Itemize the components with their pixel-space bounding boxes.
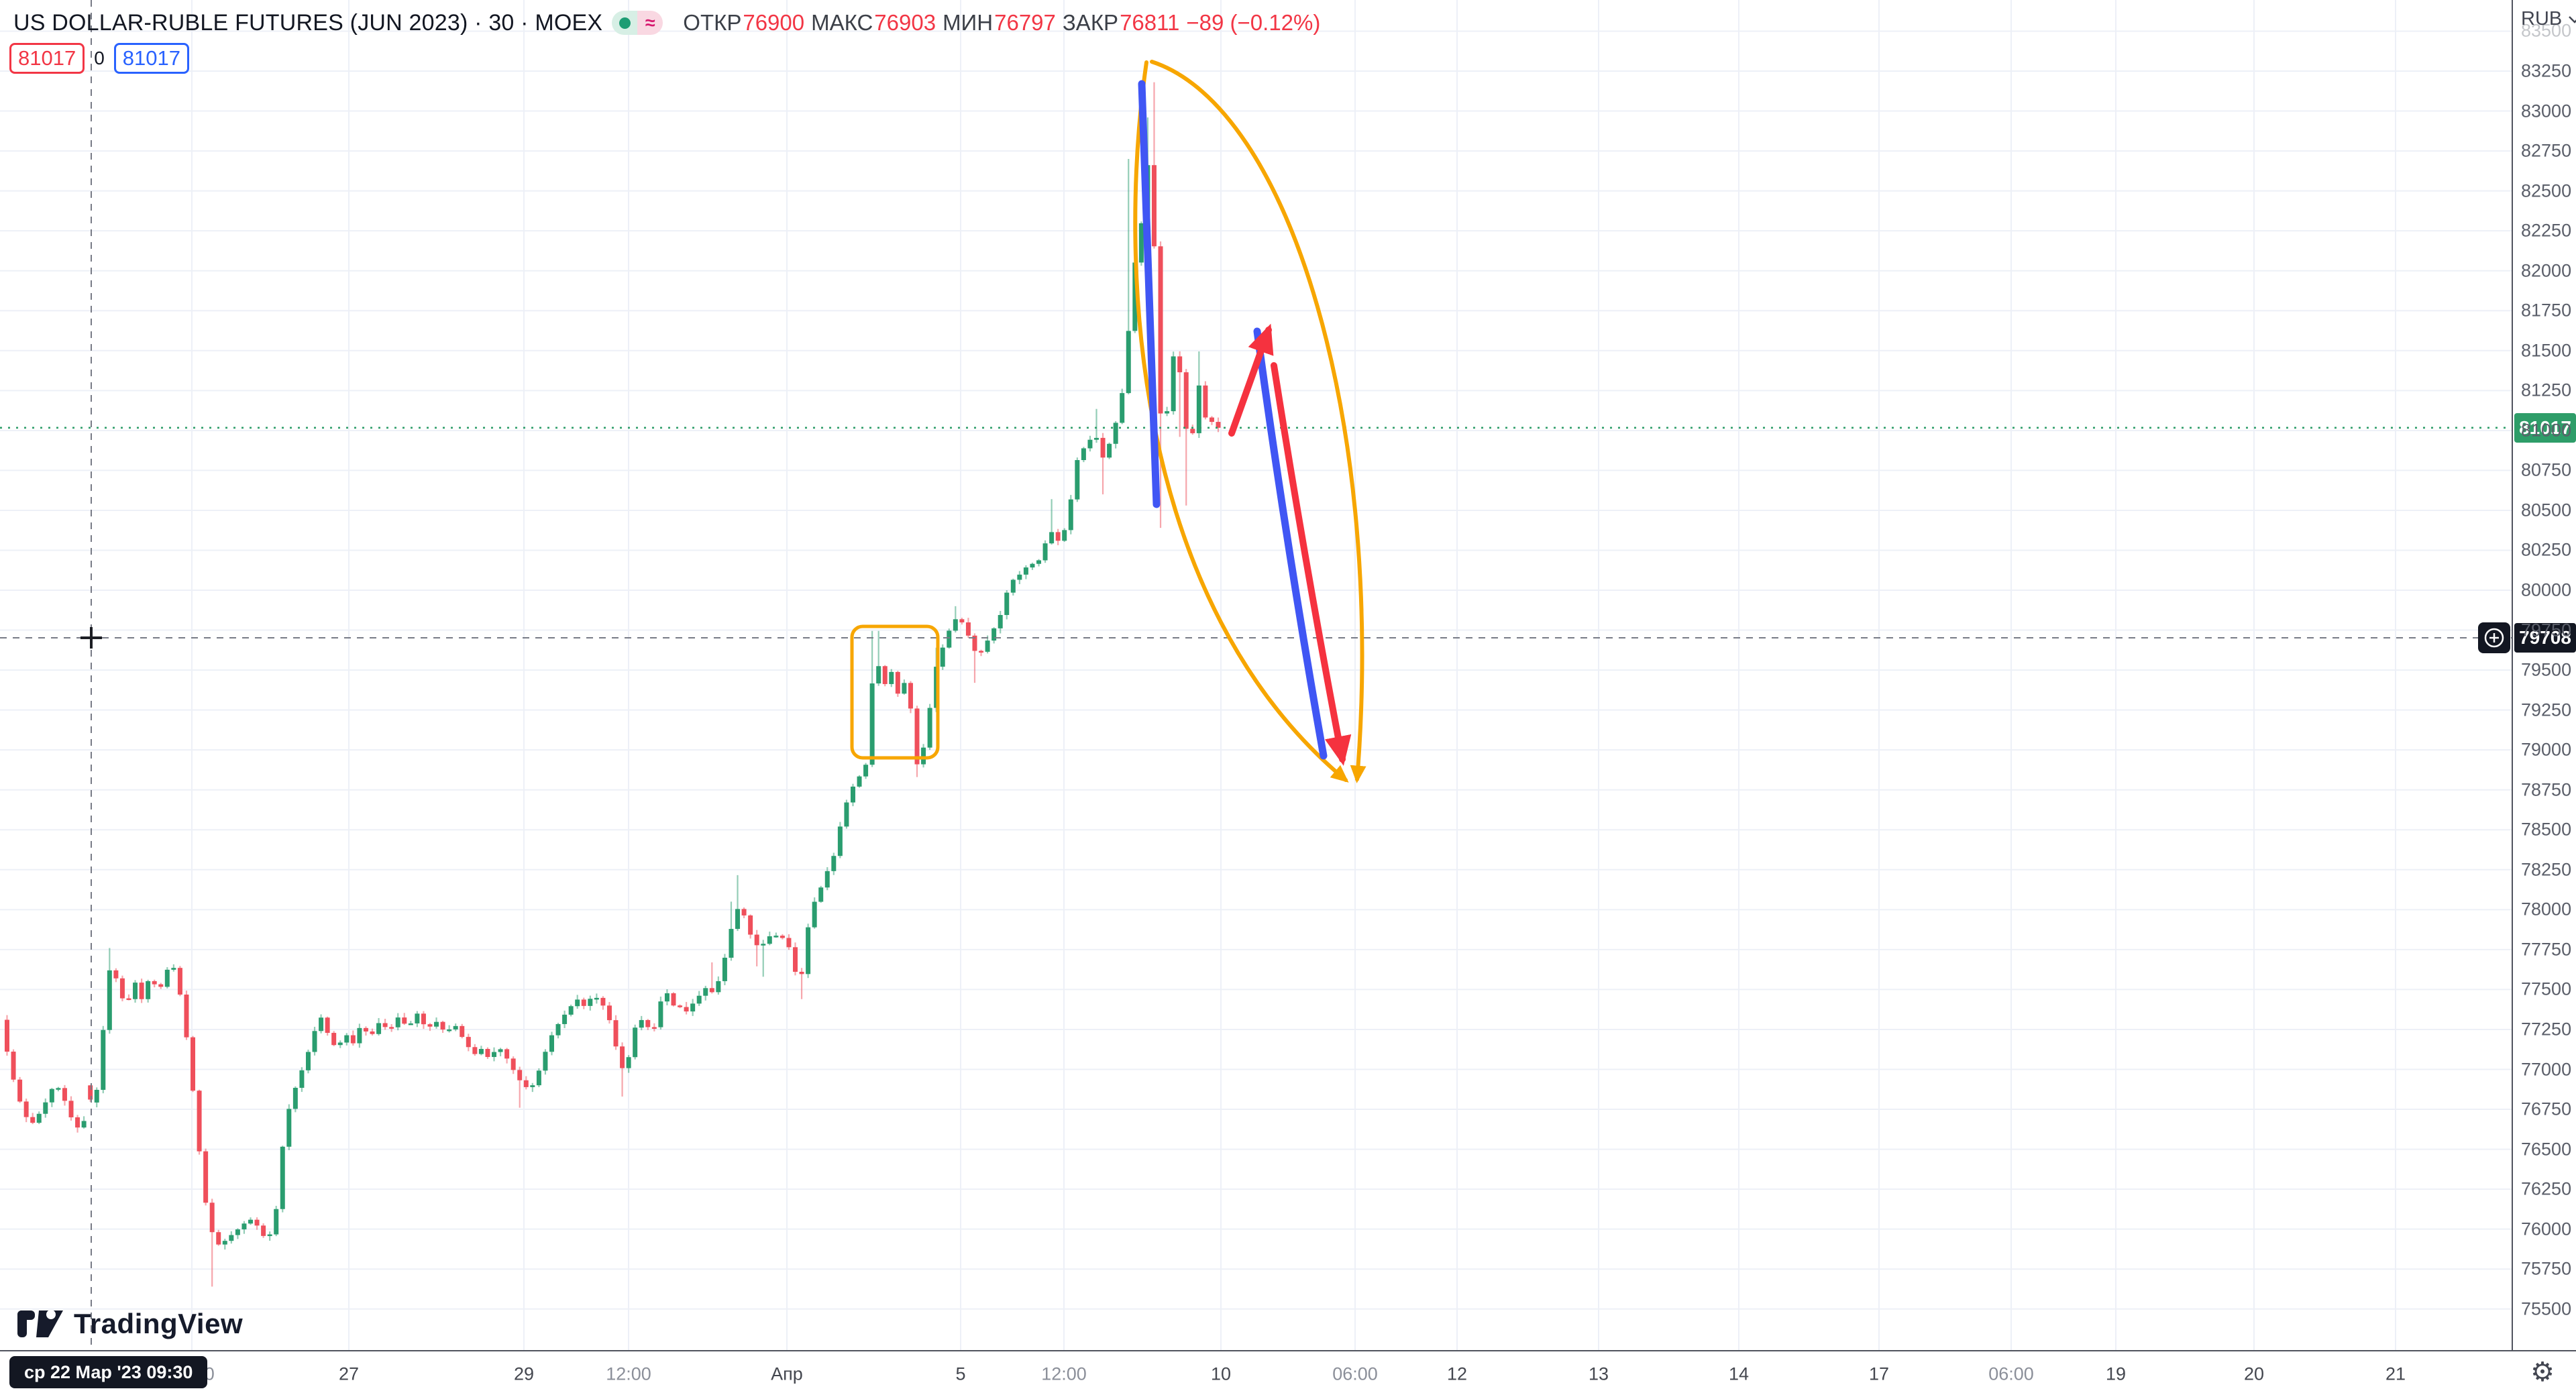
open-label: ОТКР	[683, 10, 742, 35]
time-axis-date-label: 19	[2105, 1363, 2127, 1384]
price-axis-label: 81500	[2521, 340, 2572, 361]
price-axis-label: 78500	[2521, 819, 2572, 840]
chevron-down-icon	[2569, 15, 2576, 23]
low-label: МИН	[943, 10, 994, 35]
price-axis-label: 80500	[2521, 500, 2572, 520]
time-axis-date-label: 14	[1728, 1363, 1750, 1384]
symbol-legend: US DOLLAR-RUBLE FUTURES (JUN 2023) · 30 …	[13, 8, 1320, 38]
plus-circle-icon	[2484, 628, 2504, 648]
low-value: 76797	[994, 10, 1056, 35]
price-axis-label: 82000	[2521, 260, 2572, 281]
price-axis-label: 77500	[2521, 979, 2572, 999]
gear-icon[interactable]: ⚙	[2530, 1357, 2555, 1387]
symbol-title[interactable]: US DOLLAR-RUBLE FUTURES (JUN 2023) · 30 …	[13, 9, 603, 36]
price-axis-label: 82250	[2521, 220, 2572, 241]
price-axis-label: 83000	[2521, 101, 2572, 121]
drawing-orange-curve-arrow-1[interactable]	[1133, 60, 1349, 783]
crosshair-price-badge: 79708	[2514, 623, 2576, 653]
price-axis[interactable]: RUB 81017 79708 83500 83250 83000 82750 8250…	[2478, 0, 2576, 1350]
open-value: 76900	[743, 10, 805, 35]
price-axis-label: 75750	[2521, 1258, 2572, 1279]
price-axis-label: 78000	[2521, 899, 2572, 919]
price-axis-label: 82750	[2521, 140, 2572, 161]
tradingview-logo[interactable]: TradingView	[16, 1306, 243, 1341]
candlestick-series	[4, 82, 1221, 1287]
price-axis-label: 83500	[2521, 20, 2572, 41]
price-axis-label: 81000	[2521, 420, 2572, 441]
price-axis-label: 75500	[2521, 1298, 2572, 1319]
crosshair-time-badge: ср 22 Мар '23 09:30	[9, 1356, 208, 1388]
time-axis-date-label: 12	[1446, 1363, 1468, 1384]
price-axis-label: 77250	[2521, 1019, 2572, 1040]
currency-label: RUB	[2521, 8, 2563, 30]
add-order-button[interactable]	[2478, 622, 2510, 653]
price-axis-label: 80750	[2521, 459, 2572, 480]
drawing-orange-rectangle[interactable]	[850, 624, 940, 760]
price-axis-label: 82500	[2521, 180, 2572, 201]
current-price-badge: 81017	[2514, 412, 2576, 443]
sell-button[interactable]: 81017	[9, 43, 85, 74]
time-axis-date-label: 13	[1588, 1363, 1609, 1384]
price-axis-label: 77750	[2521, 939, 2572, 960]
close-label: ЗАКР	[1062, 10, 1119, 35]
time-axis-date-label: 10	[1210, 1363, 1232, 1384]
price-axis-label: 77000	[2521, 1059, 2572, 1079]
price-axis-label: 80250	[2521, 539, 2572, 560]
price-axis-label: 79000	[2521, 739, 2572, 760]
price-axis-label: 76750	[2521, 1099, 2572, 1119]
price-axis-currency[interactable]: RUB	[2521, 8, 2576, 30]
delayed-data-icon: ≈	[637, 11, 663, 35]
change-value: −89 (−0.12%)	[1186, 10, 1321, 35]
time-axis-date-label: Апр	[771, 1363, 803, 1384]
time-axis-date-label: 5	[955, 1363, 966, 1384]
price-axis-label: 79250	[2521, 700, 2572, 720]
time-axis-date-label: 17	[1868, 1363, 1890, 1384]
price-axis-label: 83250	[2521, 60, 2572, 81]
tradingview-logo-text: TradingView	[74, 1308, 244, 1339]
time-axis-time-label: 06:00	[1988, 1363, 2034, 1384]
price-axis-label: 81250	[2521, 380, 2572, 400]
drawing-red-arrow-1[interactable]	[1228, 323, 1274, 437]
time-axis-date-label: 21	[2385, 1363, 2406, 1384]
time-axis-time-label: 12:00	[1041, 1363, 1087, 1384]
high-label: МАКС	[811, 10, 873, 35]
price-axis-label: 76500	[2521, 1139, 2572, 1160]
drawing-blue-trend-line-1[interactable]	[1138, 80, 1161, 508]
high-value: 76903	[874, 10, 936, 35]
time-axis-time-label: 12:00	[606, 1363, 651, 1384]
order-panel: 81017 0 81017	[9, 43, 190, 74]
price-axis-label: 76000	[2521, 1219, 2572, 1239]
time-axis-date-label: 20	[2243, 1363, 2265, 1384]
drawing-red-arrow-2[interactable]	[1271, 362, 1352, 766]
grid-lines	[0, 0, 2512, 1350]
price-axis-label: 78250	[2521, 859, 2572, 880]
drawing-blue-trend-line-2[interactable]	[1253, 327, 1328, 760]
crosshair	[0, 0, 2512, 1350]
time-axis-date-label: 29	[513, 1363, 535, 1384]
tradingview-logo-icon	[17, 1310, 63, 1337]
crosshair-plus-icon	[80, 627, 102, 649]
spread-value: 0	[94, 48, 105, 68]
time-axis-date-label: 27	[338, 1363, 360, 1384]
price-axis-label: 81750	[2521, 300, 2572, 321]
time-axis[interactable]: ср 22 Мар '23 09:30 12:00 27 29 12:00 Апр 5 12…	[0, 1350, 2576, 1395]
price-axis-label: 80000	[2521, 579, 2572, 600]
price-axis-label: 79500	[2521, 659, 2572, 680]
time-axis-time-label: 06:00	[1332, 1363, 1378, 1384]
ohlc-readout: ОТКР 76900 МАКС 76903 МИН 76797 ЗАКР 76811 −…	[683, 10, 1320, 36]
market-status-pill[interactable]: ≈	[612, 11, 663, 35]
price-axis-label: 78750	[2521, 779, 2572, 800]
price-axis-label: 79750	[2521, 620, 2572, 640]
price-axis-label: 76250	[2521, 1178, 2572, 1199]
close-value: 76811	[1120, 10, 1180, 35]
drawing-orange-curve-arrow-2[interactable]	[1150, 60, 1366, 783]
market-open-icon	[612, 11, 638, 35]
buy-button[interactable]: 81017	[113, 43, 190, 74]
